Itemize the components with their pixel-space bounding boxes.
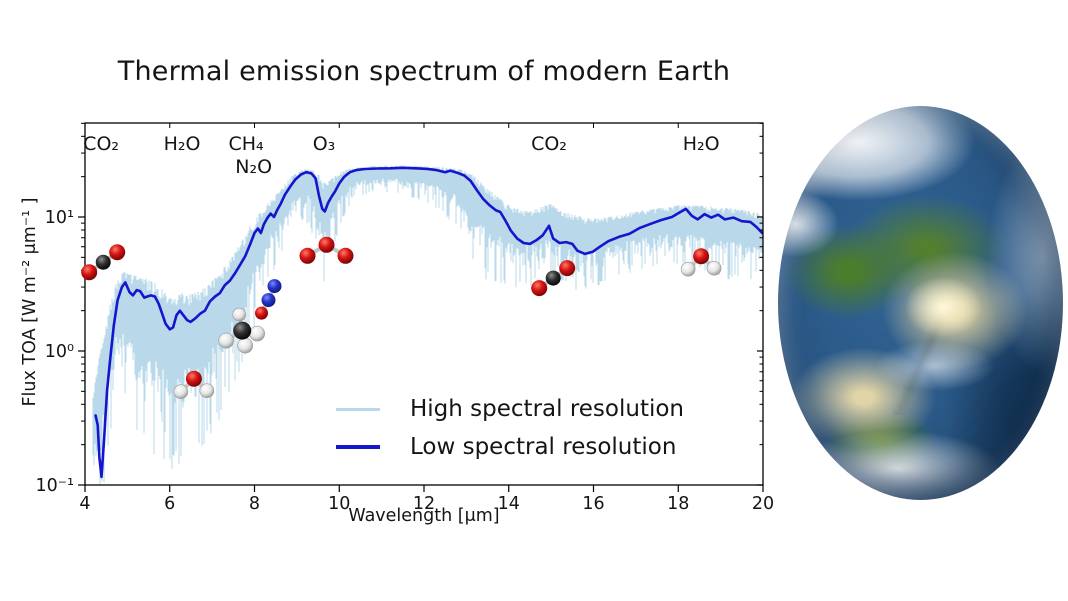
x-tick-label: 4 <box>79 494 90 514</box>
low-res-line-swatch <box>336 445 380 449</box>
earth-image <box>778 106 1063 500</box>
high-res-line-swatch <box>336 407 380 411</box>
o3-label: O₃ <box>313 133 336 155</box>
x-tick-label: 18 <box>667 494 689 514</box>
co2-molecule-icon <box>81 244 126 281</box>
x-tick-label: 8 <box>249 494 260 514</box>
co2-label: CO₂ <box>83 133 119 155</box>
x-tick-label: 6 <box>164 494 175 514</box>
o3-molecule-icon <box>299 236 354 264</box>
axis-tick-labels: 4 6 8 10 12 14 16 18 20 10¹ 10⁰ 10⁻¹ <box>35 208 774 514</box>
h2o-molecule-icon <box>173 370 215 400</box>
ch4-label: CH₄ <box>228 133 264 155</box>
y-tick-label: 10¹ <box>45 208 74 228</box>
high-res-spectrum-band <box>92 165 763 485</box>
chart-title: Thermal emission spectrum of modern Eart… <box>117 56 731 87</box>
x-tick-label: 16 <box>582 494 604 514</box>
x-tick-label: 14 <box>498 494 520 514</box>
y-tick-label: 10⁻¹ <box>35 476 74 496</box>
low-res-spectrum-line <box>94 166 763 479</box>
x-tick-label: 12 <box>413 494 435 514</box>
n2o-label: N₂O <box>235 156 272 178</box>
y-axis-label: Flux TOA [W m⁻² μm⁻¹ ] <box>20 197 40 407</box>
x-tick-label: 10 <box>328 494 350 514</box>
h2o-molecule-icon <box>680 248 722 277</box>
ch4-molecule-icon <box>218 307 265 354</box>
x-tick-label: 20 <box>752 494 774 514</box>
h2o-label: H₂O <box>683 133 720 155</box>
x-axis-label: Wavelength [μm] <box>348 506 500 526</box>
legend-label: High spectral resolution <box>410 396 685 422</box>
legend-entry-high-res: High spectral resolution <box>336 390 684 428</box>
legend-entry-low-res: Low spectral resolution <box>336 428 684 466</box>
legend-label: Low spectral resolution <box>410 434 677 460</box>
y-tick-label: 10⁰ <box>45 342 74 362</box>
co2-label: CO₂ <box>531 133 567 155</box>
co2-molecule-icon <box>531 260 576 297</box>
n2o-molecule-icon <box>255 279 282 320</box>
h2o-label: H₂O <box>164 133 201 155</box>
plot-axes <box>78 122 764 492</box>
chart-legend: High spectral resolution Low spectral re… <box>336 390 684 466</box>
